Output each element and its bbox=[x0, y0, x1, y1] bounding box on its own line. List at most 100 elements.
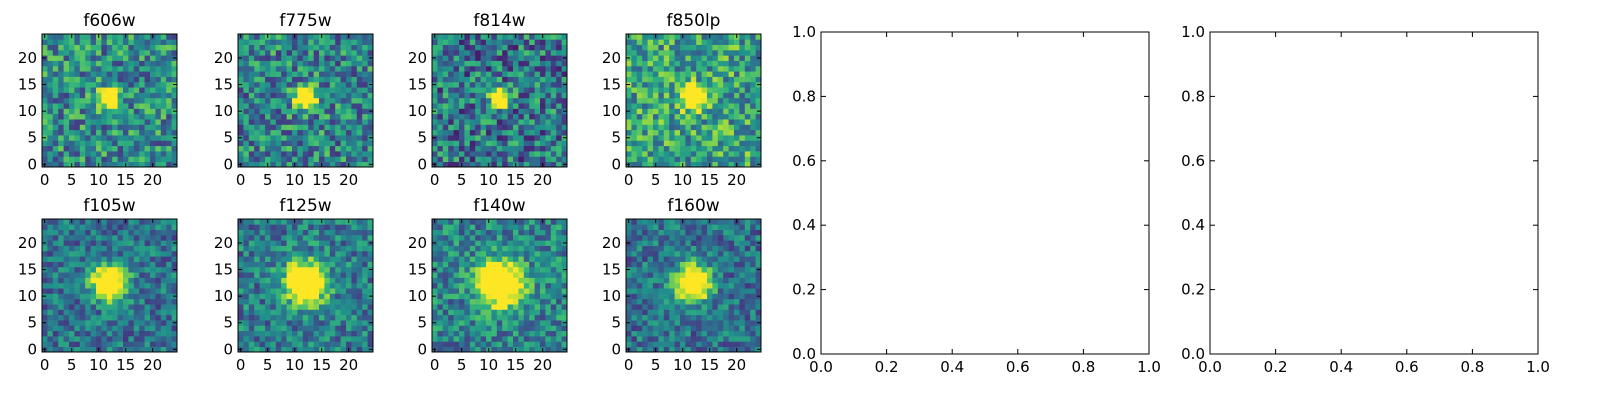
pixel-cell bbox=[464, 71, 471, 77]
pixel-cell bbox=[63, 250, 70, 257]
pixel-cell bbox=[356, 304, 363, 310]
pixel-cell bbox=[313, 92, 320, 99]
x-tick-label: 0.2 bbox=[875, 358, 899, 376]
pixel-cell bbox=[642, 55, 648, 61]
pixel-cell bbox=[674, 288, 681, 294]
pixel-cell bbox=[133, 245, 140, 252]
pixel-cell bbox=[507, 272, 514, 278]
pixel-cell bbox=[302, 124, 309, 131]
pixel-cell bbox=[701, 341, 708, 348]
pixel-cell bbox=[74, 240, 81, 246]
pixel-cell bbox=[540, 108, 546, 115]
pixel-cell bbox=[155, 325, 162, 332]
pixel-cell bbox=[308, 44, 314, 51]
x-tick-label: 15 bbox=[312, 356, 331, 374]
pixel-cell bbox=[626, 49, 632, 56]
pixel-cell bbox=[47, 330, 54, 337]
pixel-cell bbox=[362, 245, 368, 252]
pixel-cell bbox=[319, 266, 325, 273]
pixel-cell bbox=[96, 103, 102, 109]
pixel-cell bbox=[556, 240, 562, 246]
pixel-cell bbox=[150, 55, 156, 61]
pixel-cell bbox=[79, 219, 86, 225]
pixel-cell bbox=[475, 97, 481, 104]
pixel-cell bbox=[144, 282, 151, 289]
pixel-cell bbox=[750, 161, 756, 168]
pixel-cell bbox=[523, 219, 530, 225]
pixel-cell bbox=[160, 39, 167, 45]
pixel-cell bbox=[453, 288, 460, 294]
pixel-cell bbox=[750, 119, 756, 125]
pixel-cell bbox=[166, 293, 172, 300]
pixel-cell bbox=[529, 65, 535, 72]
pixel-cell bbox=[351, 240, 358, 246]
pixel-cell bbox=[123, 60, 129, 67]
pixel-cell bbox=[475, 129, 481, 136]
pixel-cell bbox=[69, 277, 75, 284]
pixel-cell bbox=[750, 34, 756, 40]
pixel-cell bbox=[335, 346, 341, 353]
pixel-cell bbox=[351, 135, 358, 141]
pixel-cell bbox=[335, 129, 341, 136]
pixel-cell bbox=[335, 293, 341, 300]
pixel-cell bbox=[171, 156, 178, 163]
pixel-cell bbox=[545, 39, 552, 45]
pixel-cell bbox=[52, 145, 59, 152]
pixel-cell bbox=[442, 250, 449, 257]
pixel-cell bbox=[128, 60, 135, 67]
pixel-cell bbox=[139, 229, 145, 236]
pixel-cell bbox=[308, 240, 314, 246]
pixel-cell bbox=[496, 261, 503, 268]
pixel-cell bbox=[459, 55, 465, 61]
x-tick-label: 20 bbox=[143, 356, 162, 374]
pixel-cell bbox=[755, 336, 762, 342]
pixel-cell bbox=[123, 330, 129, 337]
pixel-cell bbox=[139, 140, 145, 147]
pixel-cell bbox=[150, 325, 156, 332]
pixel-cell bbox=[265, 245, 271, 252]
pixel-cell bbox=[58, 346, 64, 353]
pixel-cell bbox=[313, 151, 320, 157]
y-tick-label: 0 bbox=[27, 340, 37, 358]
pixel-cell bbox=[685, 151, 692, 157]
pixel-cell bbox=[728, 151, 735, 157]
pixel-cell bbox=[155, 55, 162, 61]
pixel-cell bbox=[496, 234, 503, 241]
pixel-cell bbox=[243, 336, 250, 342]
pixel-cell bbox=[351, 87, 358, 93]
pixel-cell bbox=[340, 151, 347, 157]
pixel-cell bbox=[123, 49, 129, 56]
pixel-cell bbox=[329, 81, 336, 88]
pixel-cell bbox=[739, 288, 746, 294]
pixel-cell bbox=[101, 304, 108, 310]
pixel-cell bbox=[739, 65, 746, 72]
pixel-cell bbox=[653, 309, 659, 316]
pixel-cell bbox=[717, 129, 724, 136]
pixel-cell bbox=[658, 55, 665, 61]
pixel-cell bbox=[302, 272, 309, 278]
pixel-cell bbox=[248, 55, 255, 61]
pixel-cell bbox=[106, 71, 113, 77]
pixel-cell bbox=[144, 288, 151, 294]
pixel-cell bbox=[63, 60, 70, 67]
y-tick-label: 10 bbox=[18, 287, 37, 305]
pixel-cell bbox=[518, 277, 525, 284]
pixel-cell bbox=[335, 124, 341, 131]
pixel-cell bbox=[540, 224, 546, 230]
pixel-cell bbox=[308, 156, 314, 163]
pixel-cell bbox=[243, 55, 250, 61]
pixel-cell bbox=[642, 108, 648, 115]
pixel-cell bbox=[112, 76, 118, 83]
pixel-cell bbox=[540, 277, 546, 284]
pixel-cell bbox=[701, 320, 708, 326]
pixel-cell bbox=[362, 151, 368, 157]
pixel-cell bbox=[680, 39, 686, 45]
pixel-cell bbox=[144, 261, 151, 268]
pixel-cell bbox=[459, 81, 465, 88]
pixel-cell bbox=[486, 151, 492, 157]
pixel-cell bbox=[166, 87, 172, 93]
pixel-cell bbox=[248, 325, 255, 332]
pixel-cell bbox=[540, 81, 546, 88]
pixel-cell bbox=[367, 60, 374, 67]
pixel-cell bbox=[340, 49, 347, 56]
